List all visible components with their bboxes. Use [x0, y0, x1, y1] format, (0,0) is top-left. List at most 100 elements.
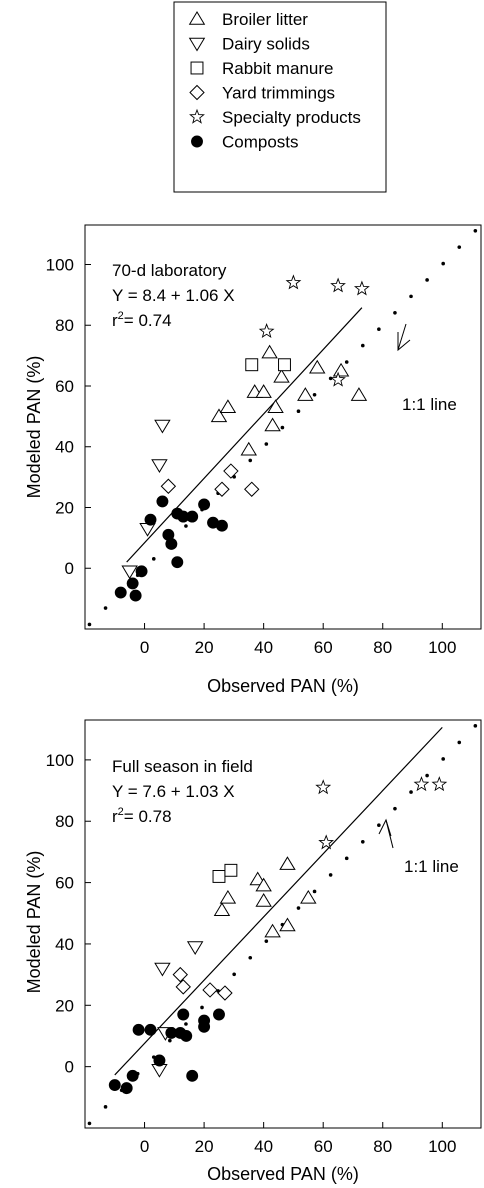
point-star: [353, 280, 370, 296]
point-triangle-up: [300, 889, 317, 904]
data-points: [108, 776, 448, 1095]
r-squared: r2= 0.74: [112, 310, 172, 330]
oneone-dot: [184, 1022, 188, 1026]
x-tick-label: 40: [254, 1137, 273, 1156]
oneone-dot: [312, 393, 317, 397]
point-triangle-down: [154, 419, 171, 434]
point-triangle-up: [219, 399, 237, 414]
point-filled-circle: [198, 1014, 211, 1027]
point-triangle-up: [350, 387, 368, 401]
y-tick-label: 100: [46, 255, 74, 274]
y-tick-label: 0: [65, 559, 74, 578]
oneone-dot: [232, 972, 236, 977]
x-tick-label: 80: [373, 1137, 392, 1156]
point-triangle-up: [240, 441, 257, 456]
oneone-dot: [151, 557, 156, 561]
point-triangle-up: [210, 408, 228, 423]
point-filled-circle: [216, 519, 228, 532]
panel-label: 70-d laboratory: [112, 261, 227, 280]
x-tick-label: 80: [373, 638, 392, 657]
r-squared-superscript: 2: [118, 310, 124, 322]
point-filled-circle: [144, 1023, 157, 1036]
point-filled-circle: [114, 586, 127, 599]
x-tick-label: 20: [195, 1137, 214, 1156]
point-triangle-down: [151, 459, 168, 473]
oneone-dot: [360, 343, 365, 348]
y-axis-label: Modeled PAN (%): [24, 356, 44, 499]
oneone-dot: [473, 228, 478, 233]
point-triangle-up: [213, 902, 231, 916]
panel-label: Full season in field: [112, 757, 253, 776]
point-triangle-up: [255, 877, 272, 892]
oneone-pointer-arrowhead: [378, 818, 392, 837]
point-filled-circle: [153, 1054, 166, 1067]
point-triangle-up: [273, 368, 290, 383]
oneone-dot: [312, 889, 317, 894]
point-square: [245, 358, 259, 372]
point-triangle-up: [279, 856, 296, 870]
legend-frame: [173, 1, 387, 193]
oneone-dot: [441, 757, 445, 761]
oneone-dot: [264, 442, 269, 446]
y-tick-labels: 0 20 40 60 80 100: [46, 751, 74, 1077]
point-filled-circle: [186, 510, 199, 523]
x-tick-label: 60: [314, 638, 333, 657]
point-filled-circle: [207, 516, 219, 529]
oneone-dot: [168, 1038, 172, 1043]
y-tick-label: 0: [65, 1058, 74, 1077]
y-tick-label: 60: [55, 377, 74, 396]
r-squared-value: = 0.78: [124, 807, 172, 826]
oneone-dot: [409, 790, 413, 794]
legend-marker-square: [190, 61, 204, 75]
legend-label: Yard trimmings: [222, 84, 335, 103]
panel-laboratory: 0 20 40 60 80 100 0 20 40 60 80 100 70-d laborator…: [24, 224, 482, 696]
r-squared-value: = 0.74: [124, 311, 172, 330]
data-points: [114, 274, 370, 602]
legend-marker-triangle-down: [188, 37, 206, 52]
y-tick-label: 100: [46, 751, 74, 770]
point-diamond: [160, 478, 177, 494]
y-tick-label: 60: [55, 874, 74, 893]
point-triangle-up: [332, 362, 350, 377]
point-filled-circle: [108, 1079, 121, 1092]
point-star: [330, 277, 346, 293]
point-diamond: [202, 982, 218, 998]
point-triangle-up: [267, 399, 284, 414]
y-tick-labels: 0 20 40 60 80 100: [46, 255, 74, 578]
point-filled-circle: [165, 537, 178, 550]
point-triangle-up: [219, 889, 237, 904]
oneone-dot: [87, 1121, 92, 1126]
point-star: [413, 776, 430, 792]
x-tick-label: 0: [140, 638, 149, 657]
oneone-pointer-shaft: [397, 323, 407, 351]
y-tick-label: 20: [55, 498, 74, 517]
oneone-pointer-arrowhead: [397, 332, 411, 352]
oneone-dot: [360, 839, 365, 844]
legend-label: Dairy solids: [222, 35, 310, 54]
legend-label: Composts: [222, 133, 299, 152]
point-filled-circle: [180, 1030, 193, 1042]
r-squared-superscript: 2: [118, 806, 124, 818]
x-tick-label: 100: [428, 1137, 456, 1156]
legend-label: Rabbit manure: [222, 59, 334, 78]
x-tick-labels: 0 20 40 60 80 100: [140, 638, 457, 657]
y-axis-label: Modeled PAN (%): [24, 851, 44, 994]
point-filled-circle: [177, 1008, 190, 1021]
point-triangle-up: [255, 893, 272, 907]
point-star: [258, 323, 275, 339]
oneone-dot: [393, 310, 397, 315]
x-tick-label: 0: [140, 1137, 149, 1156]
oneone-dot: [296, 409, 301, 414]
oneone-dot: [393, 806, 397, 811]
x-tick-label: 20: [195, 638, 214, 657]
legend-marker-diamond: [189, 84, 205, 101]
regression-line: [126, 307, 363, 563]
point-triangle-up: [261, 344, 278, 359]
regression-line: [114, 726, 443, 1076]
y-tick-label: 20: [55, 996, 74, 1015]
point-filled-circle: [213, 1008, 225, 1021]
one-to-one-line: [87, 724, 478, 1126]
point-triangle-down: [186, 941, 204, 955]
regression-equation: Y = 7.6 + 1.03 X: [112, 782, 235, 801]
